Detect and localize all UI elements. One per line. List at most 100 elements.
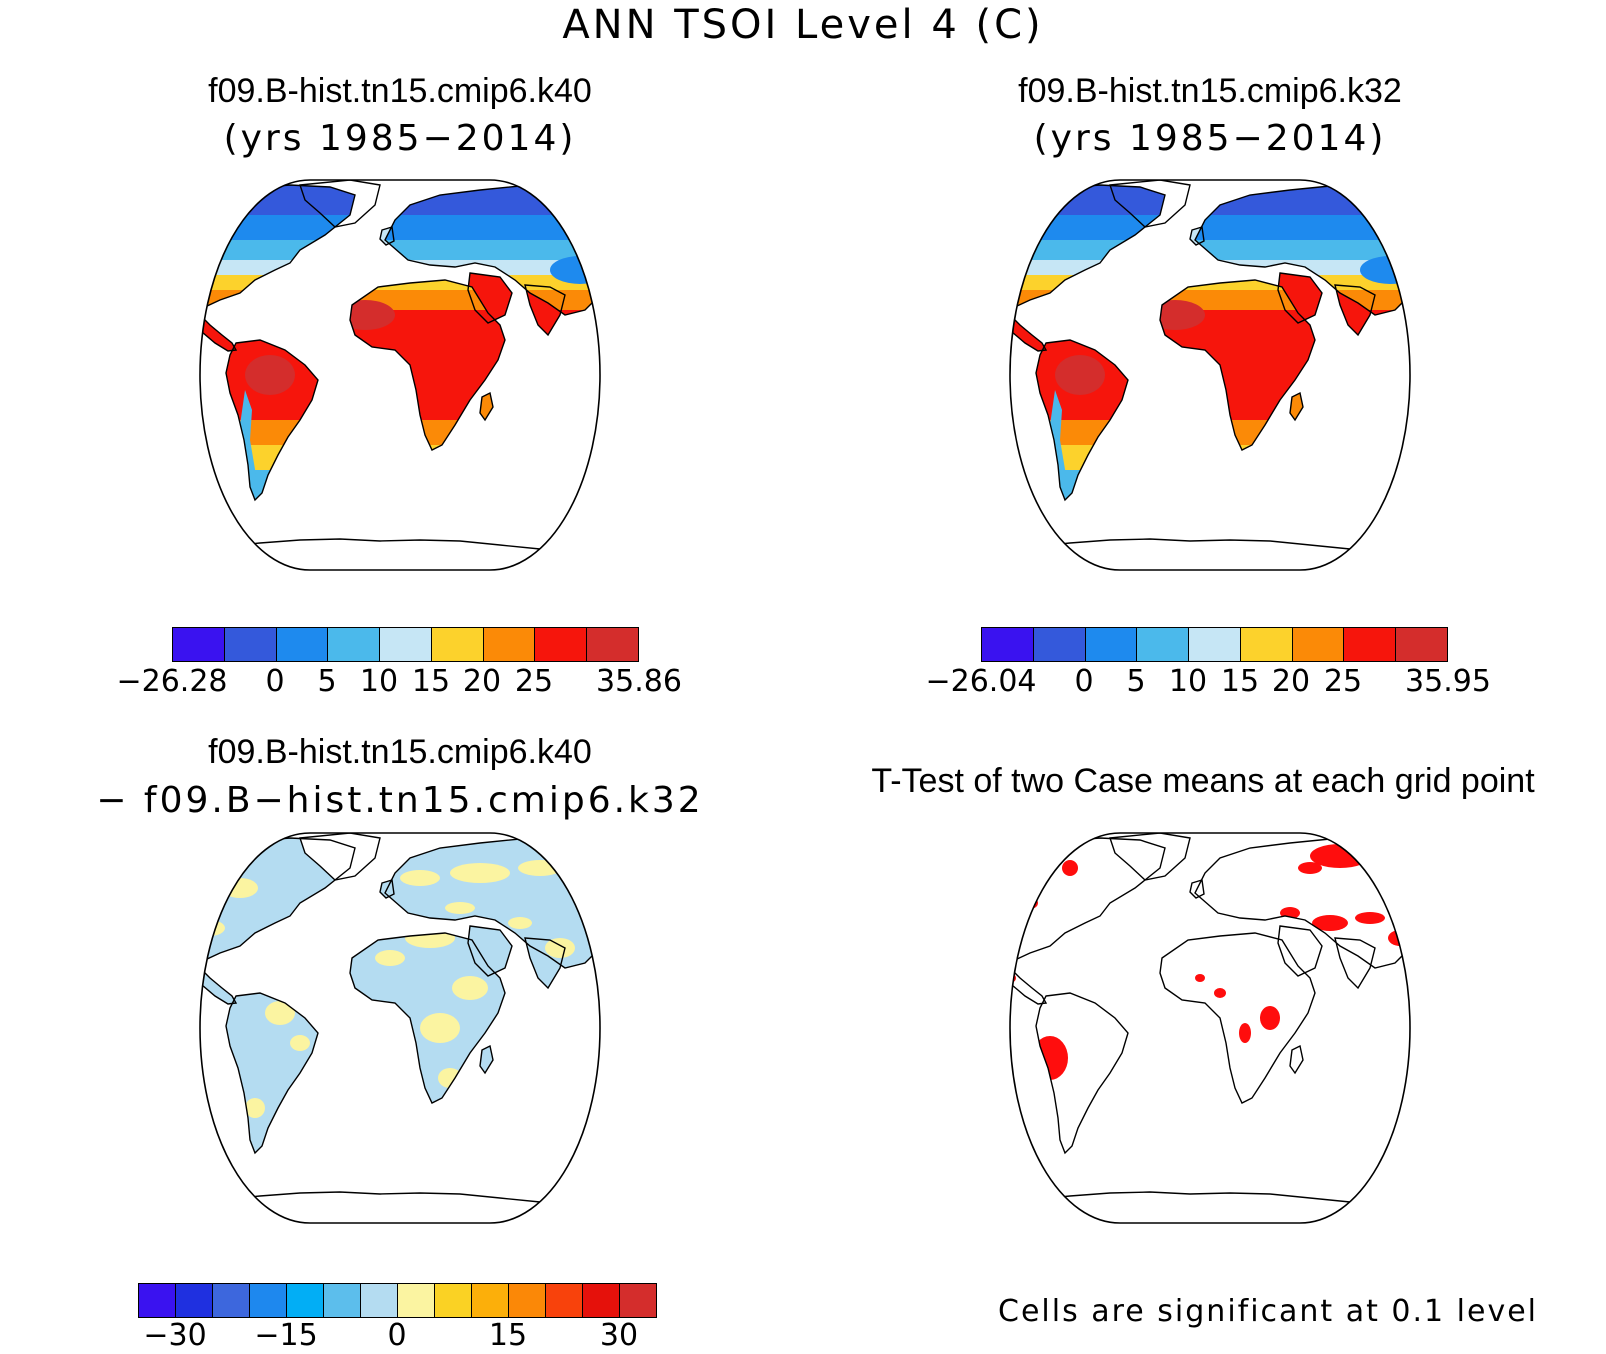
positive-diff-region bbox=[375, 950, 405, 966]
coastline-greenland bbox=[299, 833, 381, 881]
tibet-cold-spot bbox=[550, 256, 600, 284]
land-newzealand bbox=[1548, 1110, 1560, 1136]
panel2-colorbar-tick-label: 15 bbox=[1220, 664, 1260, 699]
land-madagascar bbox=[480, 393, 493, 420]
coastline-northAmerica bbox=[200, 184, 356, 317]
positive-diff-region bbox=[452, 976, 488, 1000]
panel3-colorbar-labels: −30 −15 0 15 30 bbox=[0, 1318, 800, 1354]
panel1-colorbar-tick-label: 25 bbox=[514, 664, 554, 699]
land-madagascar bbox=[1290, 1046, 1303, 1073]
cool-band bbox=[200, 215, 600, 240]
coastline-arabia bbox=[1277, 272, 1323, 324]
significant-cells bbox=[1298, 862, 1322, 874]
panel3-colorbar bbox=[138, 1283, 657, 1318]
panel3-colorbar-swatch bbox=[472, 1284, 509, 1317]
amazon-hot-spot bbox=[1055, 355, 1105, 395]
panel1-colorbar-swatch bbox=[431, 628, 484, 661]
land-maritime bbox=[600, 1003, 700, 1040]
panel2-colorbar-swatch bbox=[1292, 628, 1345, 661]
panel3-colorbar-tick-label: 0 bbox=[387, 1318, 407, 1353]
positive-diff-region bbox=[450, 863, 510, 883]
coastline-antarctica bbox=[200, 1191, 600, 1223]
positive-diff-region bbox=[160, 868, 200, 888]
coastline-uk bbox=[1189, 879, 1205, 899]
coastline-madagascar bbox=[1289, 1044, 1304, 1075]
positive-diff-region bbox=[290, 1035, 310, 1051]
coastline-madagascar bbox=[1289, 391, 1304, 422]
coastline-greenland bbox=[1109, 833, 1191, 881]
coastline-madagascar bbox=[479, 1044, 494, 1075]
land-newzealand bbox=[1548, 457, 1560, 483]
coastline-eurasia bbox=[384, 835, 600, 969]
panel1-colorbar-swatch bbox=[380, 628, 432, 661]
coastline-india bbox=[1334, 937, 1376, 990]
coastline-uk bbox=[379, 226, 395, 246]
panel2-colorbar-swatch bbox=[1344, 628, 1397, 661]
coastline-australia bbox=[1435, 395, 1520, 465]
coastline-newzealand bbox=[1548, 457, 1560, 483]
coastline-india bbox=[524, 284, 566, 337]
panel2-map bbox=[1009, 179, 1560, 571]
significant-cells bbox=[1260, 1006, 1280, 1030]
coastline-uk bbox=[1189, 226, 1205, 246]
positive-diff-region bbox=[222, 878, 258, 898]
coastline-japan bbox=[672, 261, 686, 285]
panel1-colorbar-swatch bbox=[483, 628, 536, 661]
hot-band bbox=[1010, 290, 1410, 310]
panel1-colorbar-tick-label: 35.86 bbox=[596, 664, 682, 699]
panel3-subtitle: − f09.B−hist.tn15.cmip6.k32 bbox=[96, 780, 704, 821]
land-japan bbox=[672, 261, 686, 285]
panel2-colorbar-swatch bbox=[1085, 628, 1138, 661]
positive-diff-region bbox=[518, 860, 562, 876]
coastline-centralAmerica bbox=[1010, 961, 1048, 1005]
panel1-colorbar-swatch bbox=[276, 628, 329, 661]
significant-cells bbox=[1312, 915, 1348, 931]
panel2-colorbar-tick-label: 20 bbox=[1271, 664, 1311, 699]
panel2-colorbar-tick-label: 0 bbox=[1074, 664, 1094, 699]
coastline-arabia bbox=[1277, 925, 1323, 977]
panel3-colorbar-swatch bbox=[139, 1284, 176, 1317]
panel2-colorbar-swatch bbox=[1396, 628, 1448, 661]
coastline-australia bbox=[1435, 1048, 1520, 1118]
cool-band bbox=[1010, 215, 1410, 240]
panel3-title: f09.B-hist.tn15.cmip6.k40 bbox=[208, 733, 592, 771]
panel3-colorbar-swatch bbox=[287, 1284, 324, 1317]
panel1-colorbar-tick-label: −26.28 bbox=[116, 664, 228, 699]
coastline-northAmerica bbox=[1010, 837, 1166, 970]
panel2-subtitle: (yrs 1985−2014) bbox=[1033, 118, 1387, 159]
positive-diff-region bbox=[508, 917, 532, 929]
coastline-japan bbox=[672, 914, 686, 938]
panel3-colorbar-tick-label: 30 bbox=[599, 1318, 639, 1353]
panel1-colorbar-swatch bbox=[535, 628, 588, 661]
coastline-madagascar bbox=[479, 391, 494, 422]
andes-cool bbox=[1050, 390, 1066, 495]
panel1-colorbar-swatch bbox=[328, 628, 381, 661]
coastline-antarctica bbox=[1010, 1191, 1410, 1223]
map-boundary bbox=[199, 832, 601, 1224]
panel4-map bbox=[945, 832, 1560, 1224]
positive-diff-region bbox=[635, 1058, 685, 1088]
coastline-africa bbox=[1159, 932, 1316, 1104]
coastline-southAmerica bbox=[1035, 339, 1129, 502]
positive-diff-region bbox=[605, 918, 635, 938]
panel2-colorbar-labels: −26.04 0 5 10 15 20 25 35.95 bbox=[0, 664, 1606, 704]
panel3-colorbar-swatch bbox=[509, 1284, 546, 1317]
land-australia bbox=[625, 1048, 710, 1118]
significance-note: Cells are significant at 0.1 level bbox=[998, 1294, 1539, 1329]
coastline-newzealand bbox=[738, 1110, 750, 1136]
panel1-colorbar bbox=[172, 627, 639, 662]
significant-cells bbox=[1436, 1002, 1464, 1014]
land-australia bbox=[1435, 395, 1520, 465]
significant-cells bbox=[1452, 932, 1468, 944]
land-japan bbox=[1482, 261, 1496, 285]
map-boundary bbox=[199, 179, 601, 571]
coastline-australia bbox=[625, 395, 710, 465]
land-greenland bbox=[1110, 833, 1190, 880]
panel1-map bbox=[199, 179, 710, 571]
significant-cells bbox=[1195, 974, 1205, 982]
significant-cells bbox=[1375, 848, 1410, 868]
andes-cool bbox=[240, 390, 256, 495]
coastline-northAmerica bbox=[200, 837, 356, 970]
significant-cells bbox=[945, 886, 965, 900]
coastline-eurasia bbox=[1194, 182, 1410, 316]
